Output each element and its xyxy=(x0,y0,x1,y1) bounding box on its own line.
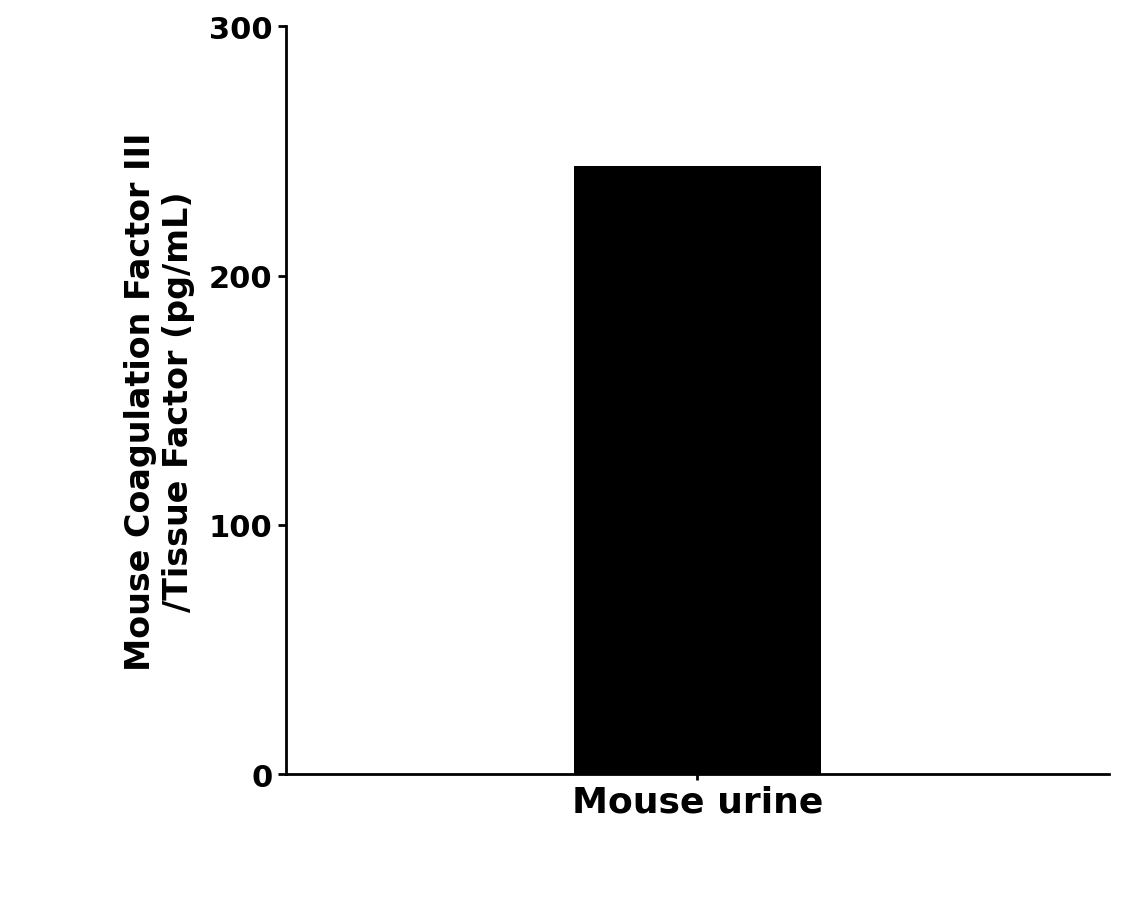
Bar xyxy=(574,167,821,774)
Y-axis label: Mouse Coagulation Factor III
/Tissue Factor (pg/mL): Mouse Coagulation Factor III /Tissue Fac… xyxy=(123,132,195,670)
